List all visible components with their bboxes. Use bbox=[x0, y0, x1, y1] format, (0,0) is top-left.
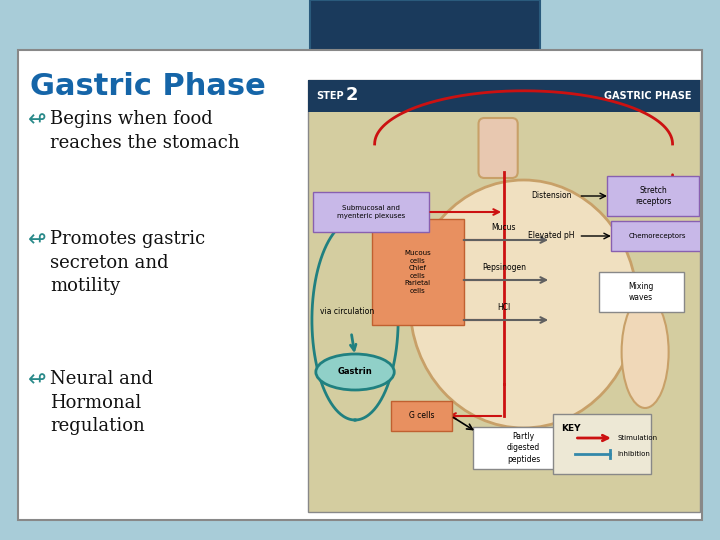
FancyBboxPatch shape bbox=[310, 0, 540, 75]
Text: Inhibition: Inhibition bbox=[618, 451, 651, 457]
Text: Mixing
waves: Mixing waves bbox=[629, 282, 654, 302]
Text: Promotes gastric
secreton and
motility: Promotes gastric secreton and motility bbox=[50, 230, 205, 295]
Text: KEY: KEY bbox=[561, 424, 580, 433]
Text: Gastrin: Gastrin bbox=[338, 368, 372, 376]
FancyBboxPatch shape bbox=[18, 50, 702, 520]
Text: Mucous
cells
Chief
cells
Parietal
cells: Mucous cells Chief cells Parietal cells bbox=[405, 250, 431, 294]
Text: Mucus: Mucus bbox=[492, 223, 516, 232]
FancyBboxPatch shape bbox=[372, 219, 464, 325]
FancyBboxPatch shape bbox=[599, 272, 683, 312]
FancyBboxPatch shape bbox=[479, 118, 518, 178]
Text: Gastric Phase: Gastric Phase bbox=[30, 72, 266, 101]
FancyBboxPatch shape bbox=[607, 176, 699, 216]
Text: Begins when food
reaches the stomach: Begins when food reaches the stomach bbox=[50, 110, 240, 152]
Ellipse shape bbox=[316, 354, 395, 390]
Text: Stimulation: Stimulation bbox=[618, 435, 658, 441]
Text: via circulation: via circulation bbox=[320, 307, 374, 316]
Text: Chemoreceptors: Chemoreceptors bbox=[628, 233, 685, 239]
Text: Distension: Distension bbox=[531, 192, 571, 200]
Text: HCl: HCl bbox=[498, 303, 510, 312]
Text: Partly
digested
peptides: Partly digested peptides bbox=[507, 433, 540, 464]
Text: ↫: ↫ bbox=[28, 370, 47, 390]
Text: STEP: STEP bbox=[316, 91, 343, 101]
Text: Elevated pH: Elevated pH bbox=[528, 232, 575, 240]
FancyBboxPatch shape bbox=[553, 414, 651, 474]
Text: ↫: ↫ bbox=[28, 110, 47, 130]
Text: Pepsinogen: Pepsinogen bbox=[482, 263, 526, 272]
FancyBboxPatch shape bbox=[391, 401, 452, 431]
Ellipse shape bbox=[621, 296, 669, 408]
Text: G cells: G cells bbox=[409, 411, 434, 421]
FancyBboxPatch shape bbox=[308, 80, 700, 512]
FancyBboxPatch shape bbox=[312, 192, 428, 232]
FancyBboxPatch shape bbox=[611, 221, 703, 251]
FancyBboxPatch shape bbox=[474, 427, 574, 469]
Text: 2: 2 bbox=[346, 86, 359, 104]
Text: Submucosal and
myenteric plexuses: Submucosal and myenteric plexuses bbox=[336, 205, 405, 219]
FancyBboxPatch shape bbox=[308, 80, 700, 112]
Text: GASTRIC PHASE: GASTRIC PHASE bbox=[605, 91, 692, 101]
Text: Neural and
Hormonal
regulation: Neural and Hormonal regulation bbox=[50, 370, 153, 435]
Text: Stretch
receptors: Stretch receptors bbox=[635, 186, 671, 206]
Ellipse shape bbox=[410, 180, 637, 428]
Text: ↫: ↫ bbox=[28, 230, 47, 250]
